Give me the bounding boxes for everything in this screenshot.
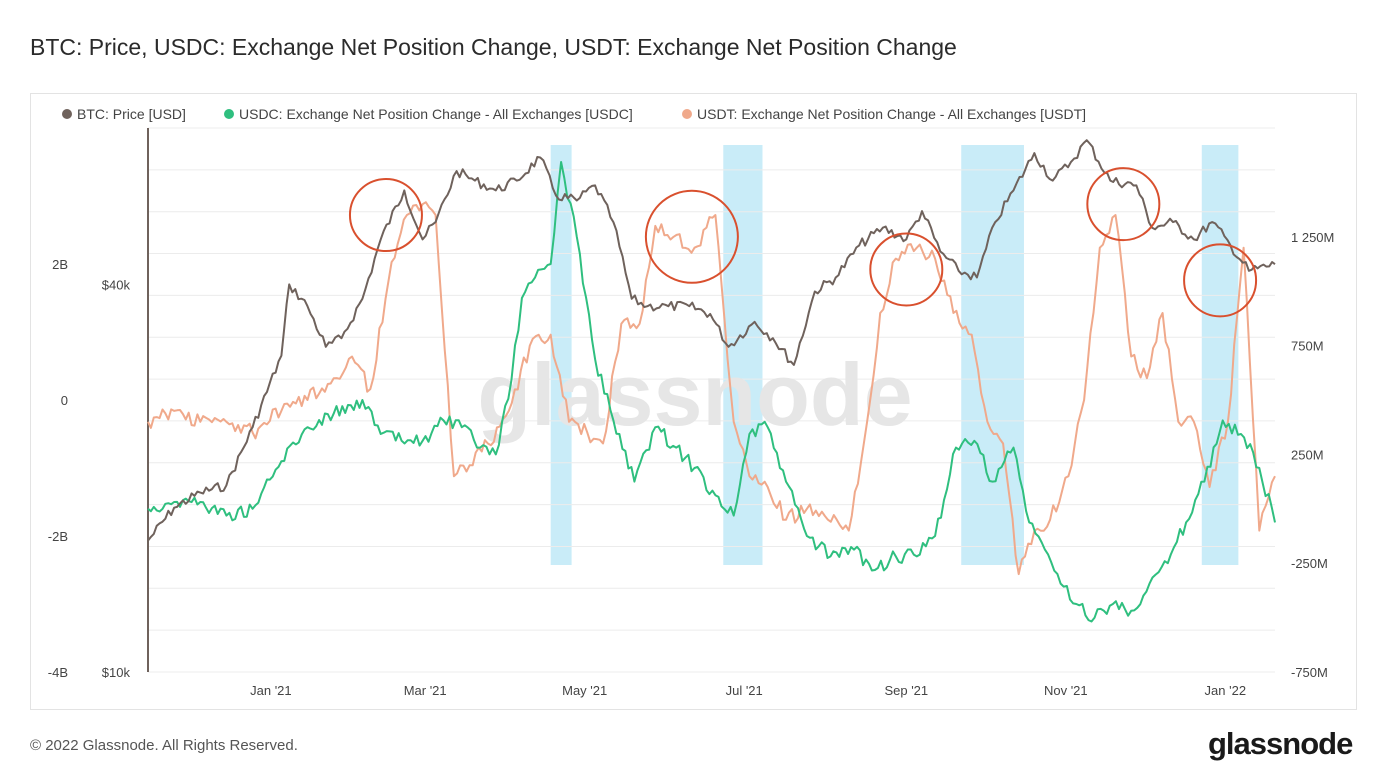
highlight-band-2 — [723, 145, 763, 565]
legend: BTC: Price [USD] USDC: Exchange Net Posit… — [62, 106, 1086, 122]
right-axis-ticks: 1 250M 750M 250M -250M -750M — [1291, 230, 1334, 680]
legend-label-btc: BTC: Price [USD] — [77, 106, 186, 122]
annotation-circles — [348, 167, 1258, 318]
legend-marker-usdt — [682, 109, 692, 119]
chart-title: BTC: Price, USDC: Exchange Net Position … — [30, 34, 957, 60]
x-tick-label: Jan '22 — [1205, 683, 1247, 698]
x-tick-label: Jul '21 — [726, 683, 763, 698]
series-line-btc — [147, 139, 1276, 542]
annotation-circle-1 — [348, 178, 423, 253]
annotation-circle-5 — [1183, 243, 1258, 318]
right-tick-usdt: -250M — [1291, 556, 1328, 571]
left-tick-btc: $10k — [102, 665, 131, 680]
right-tick-usdt: 250M — [1291, 447, 1324, 462]
annotation-circle-3 — [869, 232, 944, 307]
left-axis-ticks: 2B 0 -2B -4B $40k $10k — [48, 257, 131, 680]
series-line-usdc — [147, 161, 1276, 623]
highlight-bands — [550, 145, 1239, 565]
x-tick-label: Jan '21 — [250, 683, 292, 698]
legend-marker-btc — [62, 109, 72, 119]
highlight-band-3 — [961, 145, 1024, 565]
copyright-text: © 2022 Glassnode. All Rights Reserved. — [30, 737, 298, 754]
x-axis-ticks: Jan '21 Mar '21 May '21 Jul '21 Sep '21 Nov '… — [250, 683, 1246, 698]
right-tick-usdt: -750M — [1291, 665, 1328, 680]
left-tick-usdc: 2B — [52, 257, 68, 272]
series-lines — [147, 139, 1276, 623]
legend-marker-usdc — [224, 109, 234, 119]
watermark-text: glassnode — [477, 345, 912, 444]
left-tick-btc: $40k — [102, 277, 131, 292]
right-tick-usdt: 750M — [1291, 339, 1324, 354]
x-tick-label: Mar '21 — [404, 683, 447, 698]
left-tick-usdc: 0 — [61, 393, 68, 408]
legend-label-usdt: USDT: Exchange Net Position Change - All… — [697, 106, 1086, 122]
chart-panel — [30, 93, 1357, 710]
highlight-band-1 — [550, 145, 572, 565]
right-tick-usdt: 1 250M — [1291, 230, 1334, 245]
x-tick-label: May '21 — [562, 683, 607, 698]
annotation-circle-2 — [644, 189, 739, 284]
highlight-band-4 — [1201, 145, 1239, 565]
annotation-circle-4 — [1086, 167, 1161, 242]
left-tick-usdc: -4B — [48, 665, 68, 680]
series-line-usdt — [147, 201, 1276, 576]
x-tick-label: Nov '21 — [1044, 683, 1088, 698]
legend-label-usdc: USDC: Exchange Net Position Change - All… — [239, 106, 633, 122]
brand-logo: glassnode — [1208, 726, 1353, 761]
left-tick-usdc: -2B — [48, 529, 68, 544]
x-tick-label: Sep '21 — [884, 683, 928, 698]
